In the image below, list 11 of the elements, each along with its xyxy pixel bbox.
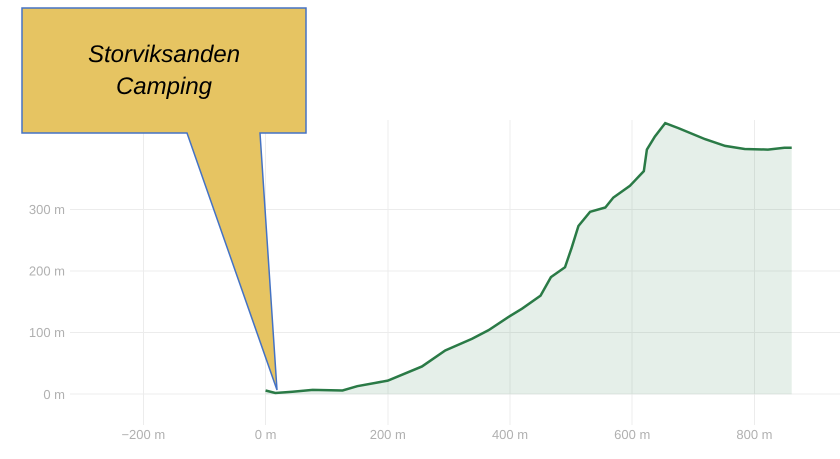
y-tick-label: 300 m — [28, 202, 65, 217]
x-tick-label: −200 m — [121, 427, 166, 442]
x-tick-label: 200 m — [370, 427, 406, 442]
x-tick-label: 400 m — [492, 427, 528, 442]
text: Storviksanden Camping — [86, 40, 242, 102]
y-tick-label: 0 m — [43, 386, 65, 402]
x-tick-label: 0 m — [254, 427, 276, 442]
x-tick-label: 600 m — [614, 427, 650, 442]
x-tick-label: 800 m — [736, 427, 773, 442]
y-tick-label: 200 m — [28, 264, 65, 279]
y-tick-label: 100 m — [28, 325, 65, 340]
